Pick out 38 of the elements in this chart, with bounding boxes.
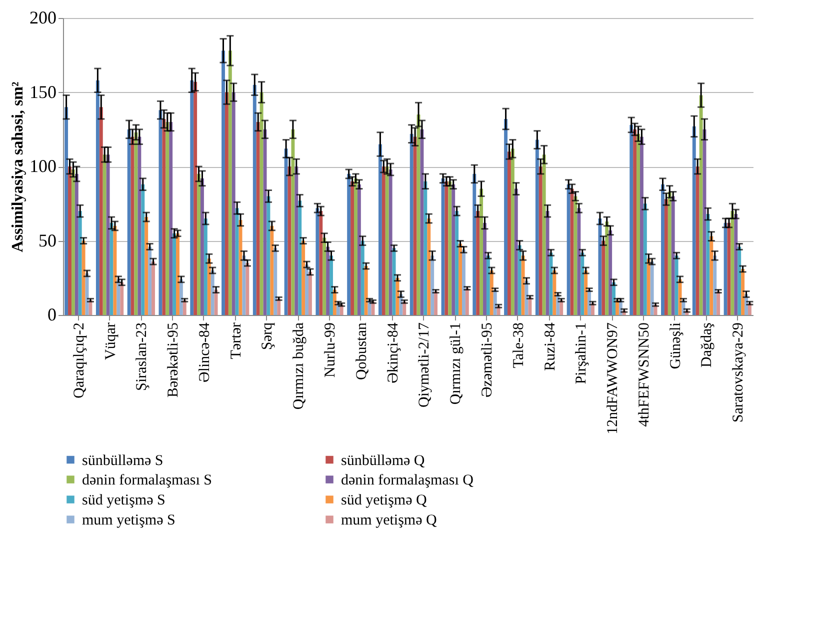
legend-label: süd yetişmə S bbox=[82, 492, 166, 508]
x-tick-label: Əzəmətli-95 bbox=[479, 322, 496, 398]
bar bbox=[190, 80, 194, 315]
x-tick-label: Qaraqılçıq-2 bbox=[71, 322, 88, 398]
x-tick-label: Nurlu-99 bbox=[322, 322, 339, 378]
x-tick-label: Qiymətli-2/17 bbox=[416, 322, 433, 408]
legend-label: sünbülləmə Q bbox=[341, 452, 425, 469]
x-tick-label: Şərq bbox=[260, 322, 276, 350]
legend-label: dənin formalaşması S bbox=[82, 472, 212, 488]
x-tick-label: Şiraslan-23 bbox=[134, 322, 150, 391]
x-tick-label: 4thFEFWSNN50 bbox=[636, 322, 652, 427]
legend-label: sünbülləmə S bbox=[82, 452, 164, 469]
bar bbox=[130, 136, 134, 315]
x-tick-label: Pirşahin-1 bbox=[574, 322, 590, 384]
x-tick-label: Vüqar bbox=[102, 322, 119, 360]
x-tick-label: Günəşli bbox=[668, 322, 684, 370]
x-tick-label: 12ndFAWWON97 bbox=[605, 322, 622, 434]
x-tick-label: Qırmızı buğda bbox=[291, 322, 308, 410]
y-tick-label: 200 bbox=[30, 8, 56, 28]
legend-label: süd yetişmə Q bbox=[341, 492, 427, 508]
x-tick-label: Tərtər bbox=[228, 322, 244, 360]
x-tick-label: Əkinçi-84 bbox=[385, 322, 402, 384]
x-tick-label: Saratovskaya-29 bbox=[730, 322, 747, 422]
legend-label: mum yetişmə Q bbox=[341, 512, 437, 528]
y-tick-label: 0 bbox=[48, 304, 56, 324]
x-tick-label: Qobustan bbox=[354, 322, 370, 380]
x-tick-label: Tale-38 bbox=[510, 322, 527, 368]
x-tick-label: Əlincə-84 bbox=[196, 322, 213, 382]
x-tick-label: Qırmızı gül-1 bbox=[448, 322, 464, 405]
legend-label: dənin formalaşması Q bbox=[341, 472, 474, 488]
x-tick-label: Dağdaş bbox=[699, 322, 716, 368]
legend-label: mum yetişmə S bbox=[82, 512, 176, 528]
x-tick-label: Bərəkətli-95 bbox=[166, 322, 182, 398]
y-axis-title: Assimilyasiya sahəsi, sm² bbox=[10, 82, 26, 252]
x-tick-label: Ruzi-84 bbox=[542, 322, 558, 371]
y-tick-label: 100 bbox=[30, 156, 56, 176]
y-tick-label: 150 bbox=[30, 82, 56, 102]
y-tick-label: 50 bbox=[38, 230, 56, 250]
